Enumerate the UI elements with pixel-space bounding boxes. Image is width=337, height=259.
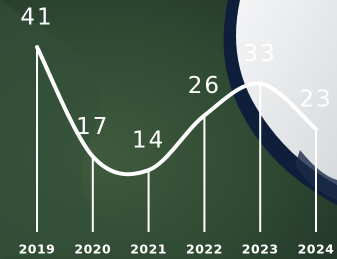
- value-label: 41: [20, 5, 53, 31]
- x-tick-label: 2022: [186, 242, 223, 257]
- x-tick-label: 2021: [130, 242, 167, 257]
- chart: 41 2019 17 2020 14 2021 26 2022 33 2023 23 2024: [0, 0, 337, 259]
- value-label: 26: [188, 73, 221, 99]
- value-label: 23: [299, 87, 332, 113]
- value-label: 14: [132, 128, 165, 154]
- value-label: 33: [244, 41, 277, 67]
- x-tick-label: 2024: [298, 242, 335, 257]
- x-tick-label: 2019: [19, 242, 56, 257]
- x-tick-label: 2020: [74, 242, 111, 257]
- background-map: [0, 0, 337, 259]
- value-label: 17: [76, 114, 109, 140]
- x-tick-label: 2023: [242, 242, 279, 257]
